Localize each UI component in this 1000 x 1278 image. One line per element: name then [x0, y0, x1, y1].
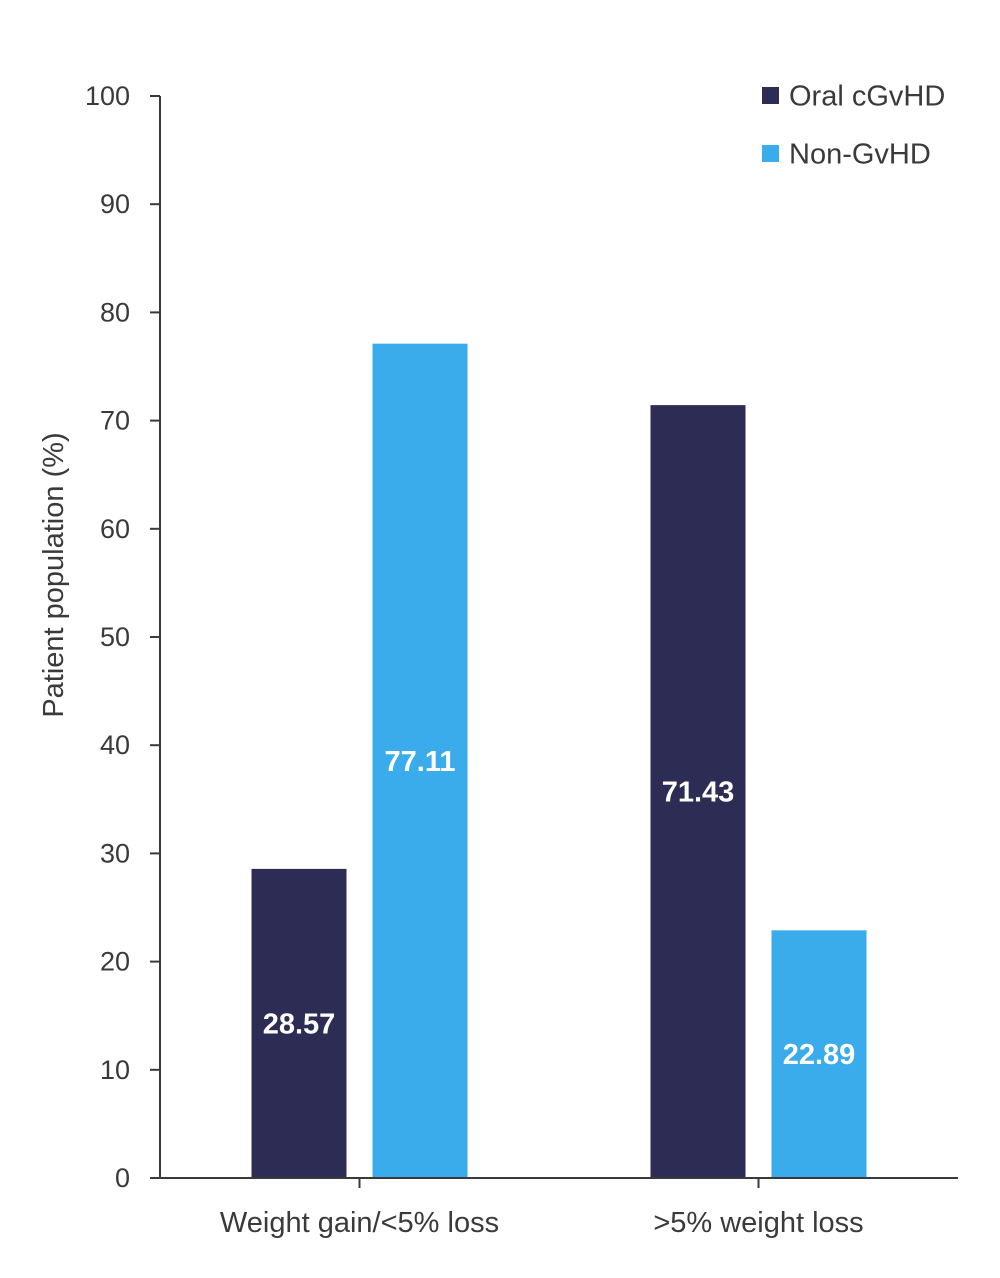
bar-non-gvhd: [372, 343, 468, 1178]
axes-layer: 0 10 20 30 40 50 60 70 80 90 100 Weight gain/<5% lo…: [85, 81, 958, 1239]
legend-swatch: [762, 87, 779, 104]
bar-oral-cgvhd: [650, 405, 746, 1178]
data-label: 71.43: [662, 777, 735, 809]
legend-label: Oral cGvHD: [789, 81, 945, 113]
bar-non-gvhd: [771, 930, 867, 1178]
y-tick-label: 0: [115, 1163, 130, 1193]
legend-label: Non-GvHD: [789, 139, 931, 171]
y-tick-label: 10: [100, 1055, 130, 1085]
bars-layer: [251, 343, 867, 1178]
y-tick-label: 90: [100, 189, 130, 219]
y-axis-title: Patient population (%): [38, 432, 70, 717]
legend: Oral cGvHD Non-GvHD: [762, 81, 945, 171]
data-label: 77.11: [385, 746, 456, 778]
y-tick-label: 60: [100, 514, 130, 544]
x-category-label: Weight gain/<5% loss: [220, 1207, 499, 1239]
y-tick-label: 40: [100, 730, 130, 760]
y-tick-label: 50: [100, 622, 130, 652]
y-tick-label: 80: [100, 297, 130, 327]
y-tick-label: 100: [85, 81, 130, 111]
y-tick-label: 70: [100, 406, 130, 436]
y-tick-label: 30: [100, 838, 130, 868]
legend-swatch: [762, 145, 779, 162]
data-label: 28.57: [263, 1008, 336, 1040]
bar-oral-cgvhd: [251, 868, 347, 1178]
x-category-label: >5% weight loss: [653, 1207, 863, 1239]
data-labels-layer: 28.57 77.11 71.43 22.89: [263, 746, 856, 1071]
data-label: 22.89: [783, 1039, 856, 1071]
y-tick-label: 20: [100, 947, 130, 977]
